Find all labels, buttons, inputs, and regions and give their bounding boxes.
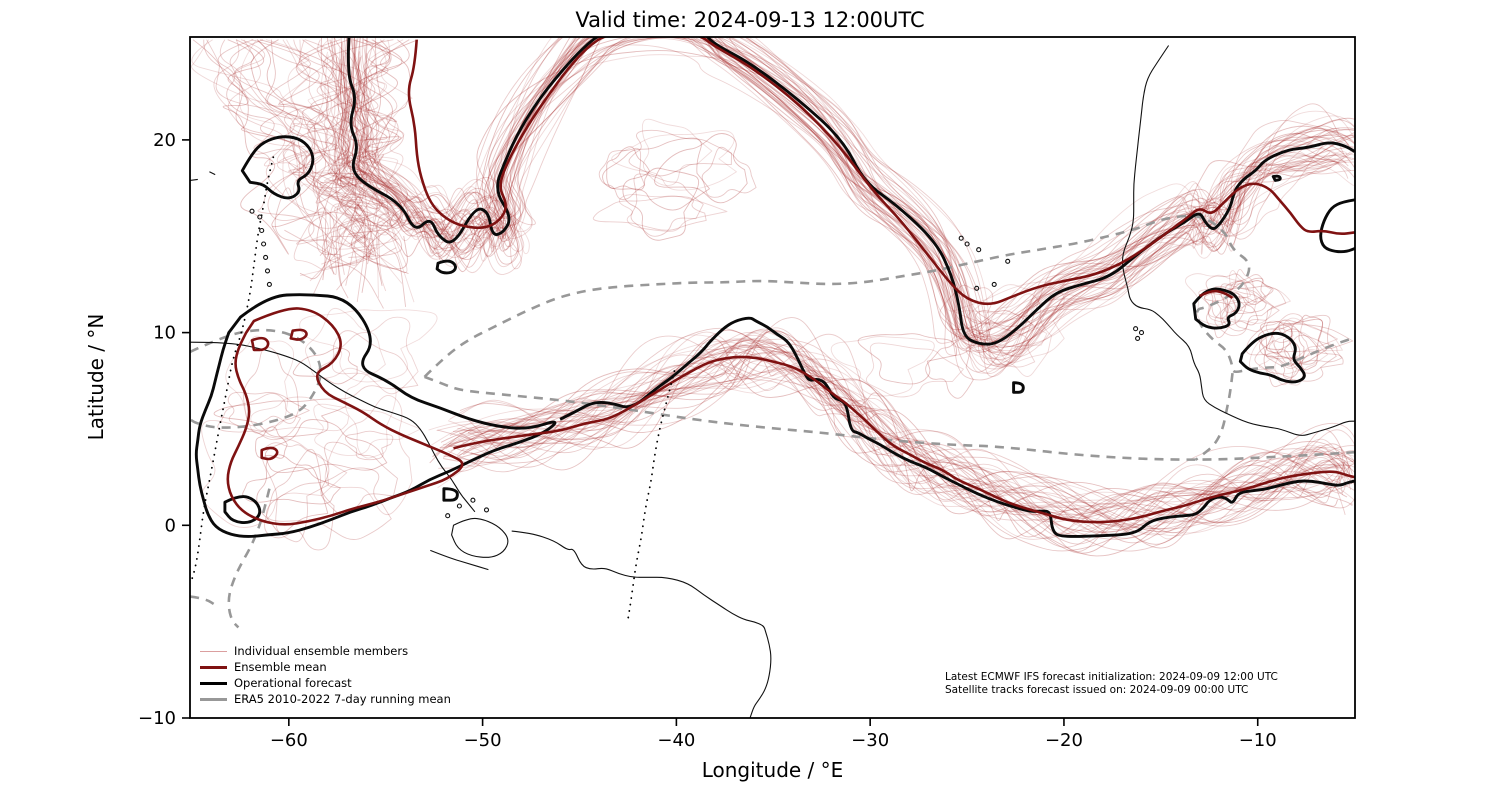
bijagos-islets (1135, 335, 1141, 341)
x-tick-label: −20 (1045, 730, 1083, 751)
delta-islets (456, 503, 462, 509)
antilles-islets (257, 214, 263, 220)
layer-mean (226, 37, 1355, 526)
antilles-islets (249, 208, 255, 214)
operational-blob-small (435, 259, 457, 275)
islets (249, 208, 1145, 519)
island-marajo (451, 517, 509, 558)
era5-connector (1194, 372, 1234, 461)
y-tick-label: −10 (138, 708, 176, 729)
coast-africa (1122, 45, 1355, 436)
y-tick-label: 10 (153, 323, 176, 344)
layer-track (191, 156, 676, 621)
bijagos-islets (1138, 330, 1145, 336)
antilles-islets (259, 227, 265, 234)
hispaniola-fragment-1 (190, 178, 198, 181)
mean-ring-1 (250, 336, 270, 352)
hispaniola-fragment-2 (209, 171, 216, 176)
legend-label-1: Ensemble mean (234, 660, 327, 674)
track-left-dotted (191, 156, 275, 581)
axis-ticks: −60 −50 −40 −30 −20 −10 −10 0 10 20 (138, 130, 1277, 751)
legend-label-3: ERA5 2010-2022 7-day running mean (234, 692, 451, 706)
mean-cluster (226, 307, 464, 526)
era5-lower-branch (424, 375, 1355, 461)
cape-verde-islets (991, 281, 997, 287)
y-tick-label: 20 (153, 130, 176, 151)
y-tick-label: 0 (165, 515, 176, 536)
legend-item-1: Ensemble mean (200, 659, 451, 675)
forecast-annotation: Latest ECMWF IFS forecast initialization… (945, 671, 1278, 696)
x-tick-label: −50 (464, 730, 502, 751)
track-center-dotted (627, 370, 676, 621)
era5-left-ellipse (190, 328, 322, 429)
operational-box-2 (1012, 381, 1025, 394)
figure-title: Valid time: 2024-09-13 12:00UTC (575, 8, 925, 32)
mean-ring-3 (260, 446, 279, 461)
operational-inner-loop (223, 495, 262, 525)
legend-label-0: Individual ensemble members (234, 644, 409, 658)
antilles-islets (261, 241, 267, 247)
plot-contents (190, 37, 1355, 718)
delta-islets (470, 497, 476, 503)
legend-swatch-0 (200, 650, 227, 652)
legend-item-0: Individual ensemble members (200, 643, 451, 659)
operational-hook (1319, 198, 1355, 254)
legend: Individual ensemble members Ensemble mean… (200, 643, 451, 707)
legend-swatch-2 (200, 681, 227, 685)
ensemble-members (191, 37, 1355, 557)
era5-upper-loop (423, 214, 1355, 378)
cape-verde-islets (976, 247, 982, 253)
x-tick-label: −30 (851, 730, 889, 751)
x-axis-label: Longitude / °E (701, 758, 844, 782)
legend-swatch-1 (200, 665, 227, 669)
mean-arc-blob1 (1199, 289, 1234, 300)
operational-south (559, 316, 1355, 538)
coast-amazon-south (430, 549, 489, 571)
operational-main (346, 37, 1355, 346)
era5-sw-arc (227, 488, 271, 629)
delta-islets (445, 513, 451, 519)
operational-box-1 (442, 487, 459, 502)
operational-blob-right-2 (1238, 331, 1306, 384)
layer-operational (194, 37, 1355, 538)
operational-cluster (194, 293, 557, 538)
x-tick-label: −60 (270, 730, 308, 751)
annotation-line-2: Satellite tracks forecast issued on: 202… (945, 683, 1249, 696)
era5-left-stub (190, 595, 218, 608)
cape-verde-islets (958, 235, 964, 241)
cape-verde-islets (1005, 258, 1011, 264)
legend-item-3: ERA5 2010-2022 7-day running mean (200, 691, 451, 707)
legend-swatch-3 (200, 697, 227, 701)
antilles-islets (266, 281, 272, 287)
legend-label-2: Operational forecast (234, 676, 352, 690)
antilles-islets (264, 268, 271, 274)
cape-verde-islets (964, 241, 970, 247)
operational-dot (1271, 174, 1282, 182)
x-tick-label: −10 (1239, 730, 1277, 751)
x-tick-label: −40 (657, 730, 695, 751)
operational-blob-nw (240, 135, 315, 200)
annotation-line-1: Latest ECMWF IFS forecast initialization… (945, 671, 1278, 683)
cape-verde-islets (974, 285, 980, 291)
bijagos-islets (1133, 326, 1139, 332)
mean-south (453, 355, 1355, 524)
delta-islets (483, 507, 490, 513)
antilles-islets (263, 254, 269, 260)
plot-frame (189, 36, 1356, 719)
legend-item-2: Operational forecast (200, 675, 451, 691)
mean-ring-2 (289, 328, 308, 341)
operational-blob-right-1 (1192, 287, 1241, 330)
mean-main (407, 37, 1355, 306)
coast-brazil (511, 530, 772, 718)
